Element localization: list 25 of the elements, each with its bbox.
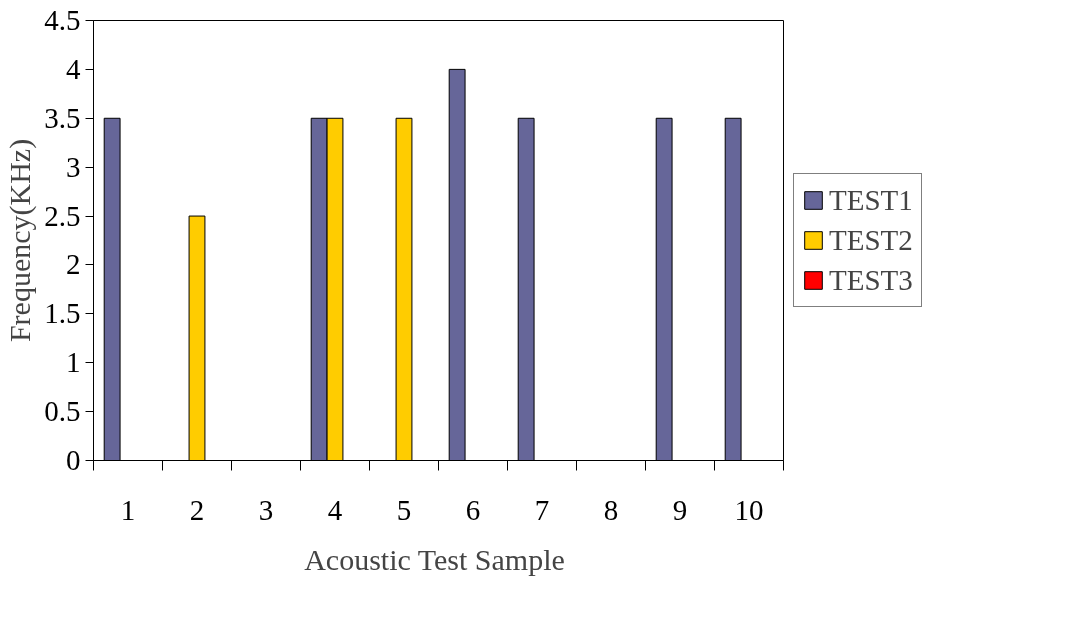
y-tick-label: 1 xyxy=(66,346,81,379)
y-tick-label: 1.5 xyxy=(44,297,81,330)
x-tick-label: 4 xyxy=(327,493,343,526)
x-tick-label: 1 xyxy=(120,493,136,526)
x-tick-label: 3 xyxy=(258,493,274,526)
y-axis-title: Frequency(KHz) xyxy=(3,138,38,343)
x-axis-title: Acoustic Test Sample xyxy=(304,542,565,576)
legend-label: TEST3 xyxy=(829,262,913,298)
legend-label: TEST1 xyxy=(829,182,913,218)
y-tick-label: 2 xyxy=(66,248,81,281)
x-tick-label: 10 xyxy=(734,493,764,526)
y-tick-label: 0 xyxy=(66,444,81,476)
y-tick-label: 3 xyxy=(66,150,81,183)
y-tick-label: 0.5 xyxy=(44,395,81,428)
x-tick-label: 9 xyxy=(672,493,688,526)
y-tick-label: 3.5 xyxy=(44,101,81,134)
x-tick-label: 5 xyxy=(396,493,412,526)
x-tick-label: 7 xyxy=(534,493,550,526)
y-tick-label: 4 xyxy=(66,52,81,85)
legend-label: TEST2 xyxy=(829,222,913,258)
x-tick-label: 6 xyxy=(465,493,481,526)
y-tick-label: 4.5 xyxy=(44,4,81,36)
x-tick-label: 2 xyxy=(189,493,205,526)
y-tick-label: 2.5 xyxy=(44,199,81,232)
x-tick-label: 8 xyxy=(603,493,619,526)
